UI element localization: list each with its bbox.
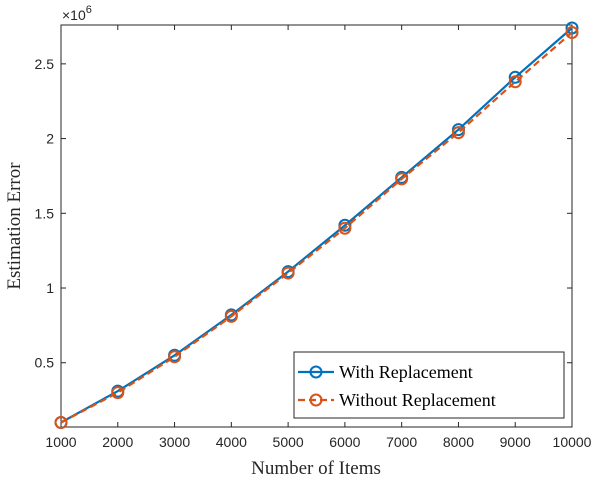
x-axis-title: Number of Items <box>251 458 381 479</box>
series-2-marker <box>395 172 409 186</box>
y-axis-title: Estimation Error <box>4 162 25 290</box>
legend-marker-2 <box>309 393 323 407</box>
x-tick-label: 5000 <box>273 434 304 450</box>
x-tick-label: 8000 <box>443 434 474 450</box>
y-tick-label: 0.5 <box>35 355 55 371</box>
y-tick-label: 2.5 <box>35 56 55 72</box>
x-tick-label: 4000 <box>216 434 247 450</box>
series-2-marker <box>451 126 465 140</box>
y-tick-label: 2 <box>46 131 54 147</box>
x-tick-label: 6000 <box>329 434 360 450</box>
y-tick-label: 1 <box>46 280 54 296</box>
x-tick-label: 7000 <box>386 434 417 450</box>
legend: With Replacement Without Replacement <box>293 351 565 419</box>
x-tick-label: 3000 <box>159 434 190 450</box>
series-2-marker <box>508 75 522 89</box>
series-2-marker <box>54 416 68 430</box>
legend-marker-1 <box>309 365 323 379</box>
series-2-marker <box>281 266 295 280</box>
x-tick-label: 2000 <box>102 434 133 450</box>
x-tick-label: 10000 <box>553 434 592 450</box>
x-axis: 1000 2000 3000 4000 5000 6000 7000 8000 9000 1000… <box>45 25 592 450</box>
series-2-marker <box>338 221 352 235</box>
series-line-1 <box>60 27 573 424</box>
series-line-2 <box>60 31 573 424</box>
y-tick-label: 1.5 <box>35 205 55 221</box>
series-2-marker <box>111 386 125 400</box>
y-exponent-label: ×106 <box>62 4 92 23</box>
x-tick-label: 9000 <box>500 434 531 450</box>
legend-label-2: Without Replacement <box>339 390 496 410</box>
series-2-marker <box>168 350 182 364</box>
legend-label-1: With Replacement <box>339 362 473 382</box>
series-layer <box>54 21 579 430</box>
series-2-marker <box>565 25 579 39</box>
series-2-marker <box>224 309 238 323</box>
y-axis: 0.5 1 1.5 2 2.5 <box>35 56 572 371</box>
x-tick-label: 1000 <box>45 434 76 450</box>
legend-box <box>293 351 565 419</box>
